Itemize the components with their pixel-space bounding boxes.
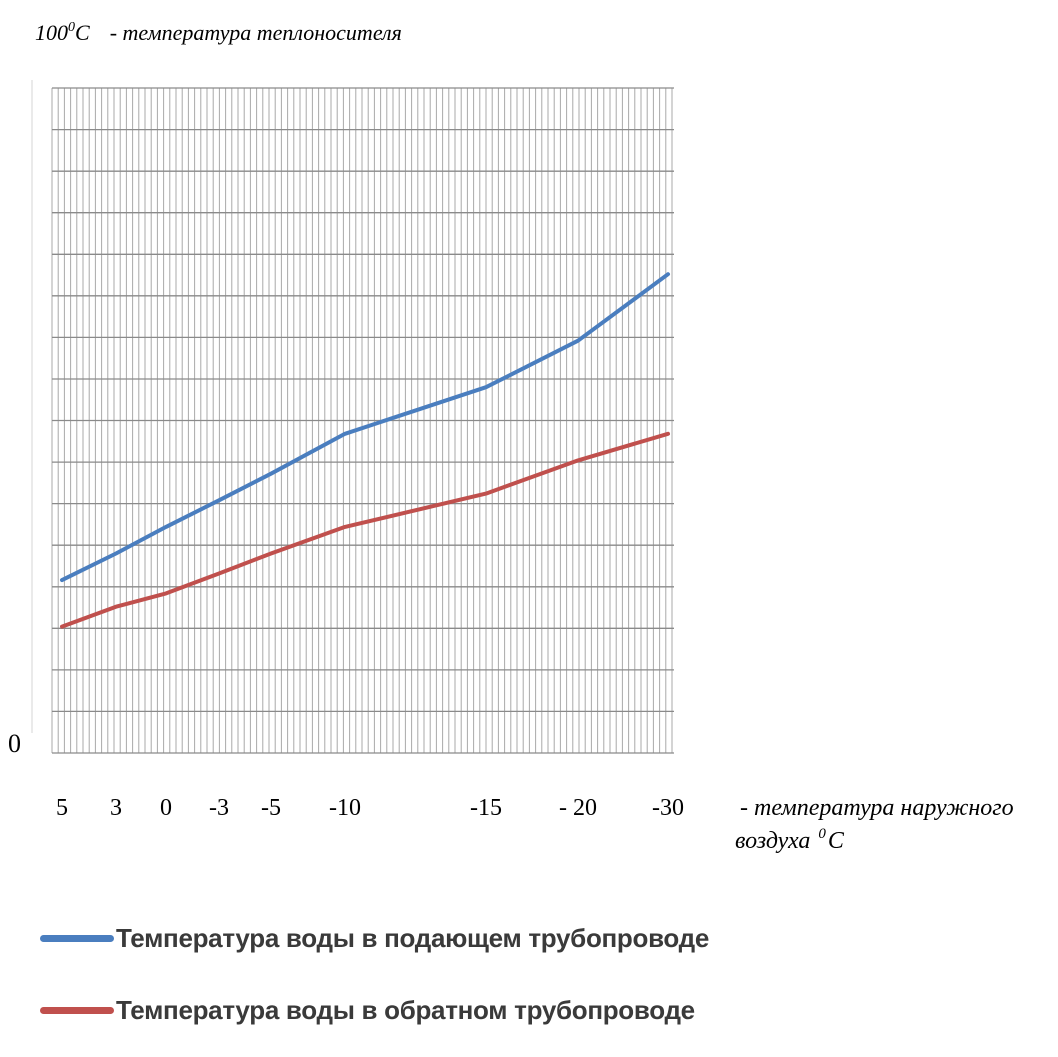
y-axis-value: 100 bbox=[35, 20, 68, 45]
legend-label-return: Температура воды в обратном трубопроводе bbox=[116, 995, 695, 1025]
y-axis-superscript: 0 bbox=[68, 20, 75, 35]
x-tick-label: -3 bbox=[209, 795, 229, 821]
legend-swatch-supply bbox=[40, 935, 114, 942]
legend-label-supply: Температура воды в подающем трубопроводе bbox=[116, 923, 710, 953]
x-axis-description-line2: воздуха 0C bbox=[735, 826, 845, 854]
y-axis-origin-label: 0 bbox=[8, 729, 21, 758]
y-axis-description: - температура теплоносителя bbox=[110, 20, 402, 45]
x-tick-label: 0 bbox=[160, 795, 172, 821]
x-axis-description-line1: - температура наружного bbox=[740, 795, 1014, 821]
x-tick-label: 3 bbox=[110, 795, 122, 821]
plot-grid bbox=[51, 87, 674, 754]
y-axis-unit: C bbox=[75, 20, 90, 45]
x-tick-label: 5 bbox=[56, 795, 68, 821]
x-axis-desc-unit: C bbox=[828, 828, 845, 854]
y-axis-title: 1000C - температура теплоносителя bbox=[35, 20, 402, 45]
series-line-supply bbox=[60, 272, 670, 583]
x-tick-label: -10 bbox=[329, 795, 361, 821]
legend-swatch-return bbox=[40, 1007, 114, 1014]
x-tick-label: -15 bbox=[470, 795, 502, 821]
x-tick-label: - 20 bbox=[559, 795, 597, 821]
x-axis-desc-word: воздуха bbox=[735, 828, 810, 854]
x-tick-label: -5 bbox=[261, 795, 281, 821]
series-line-return bbox=[60, 431, 670, 629]
legend-item-return: Температура воды в обратном трубопроводе bbox=[40, 995, 695, 1026]
x-axis-desc-superscript: 0 bbox=[818, 826, 826, 842]
legend-item-supply: Температура воды в подающем трубопроводе bbox=[40, 923, 709, 954]
x-tick-labels: 5 3 0 -3 -5 -10 -15 - 20 -30 bbox=[56, 795, 684, 821]
series-lines bbox=[60, 272, 670, 629]
x-tick-label: -30 bbox=[652, 795, 684, 821]
